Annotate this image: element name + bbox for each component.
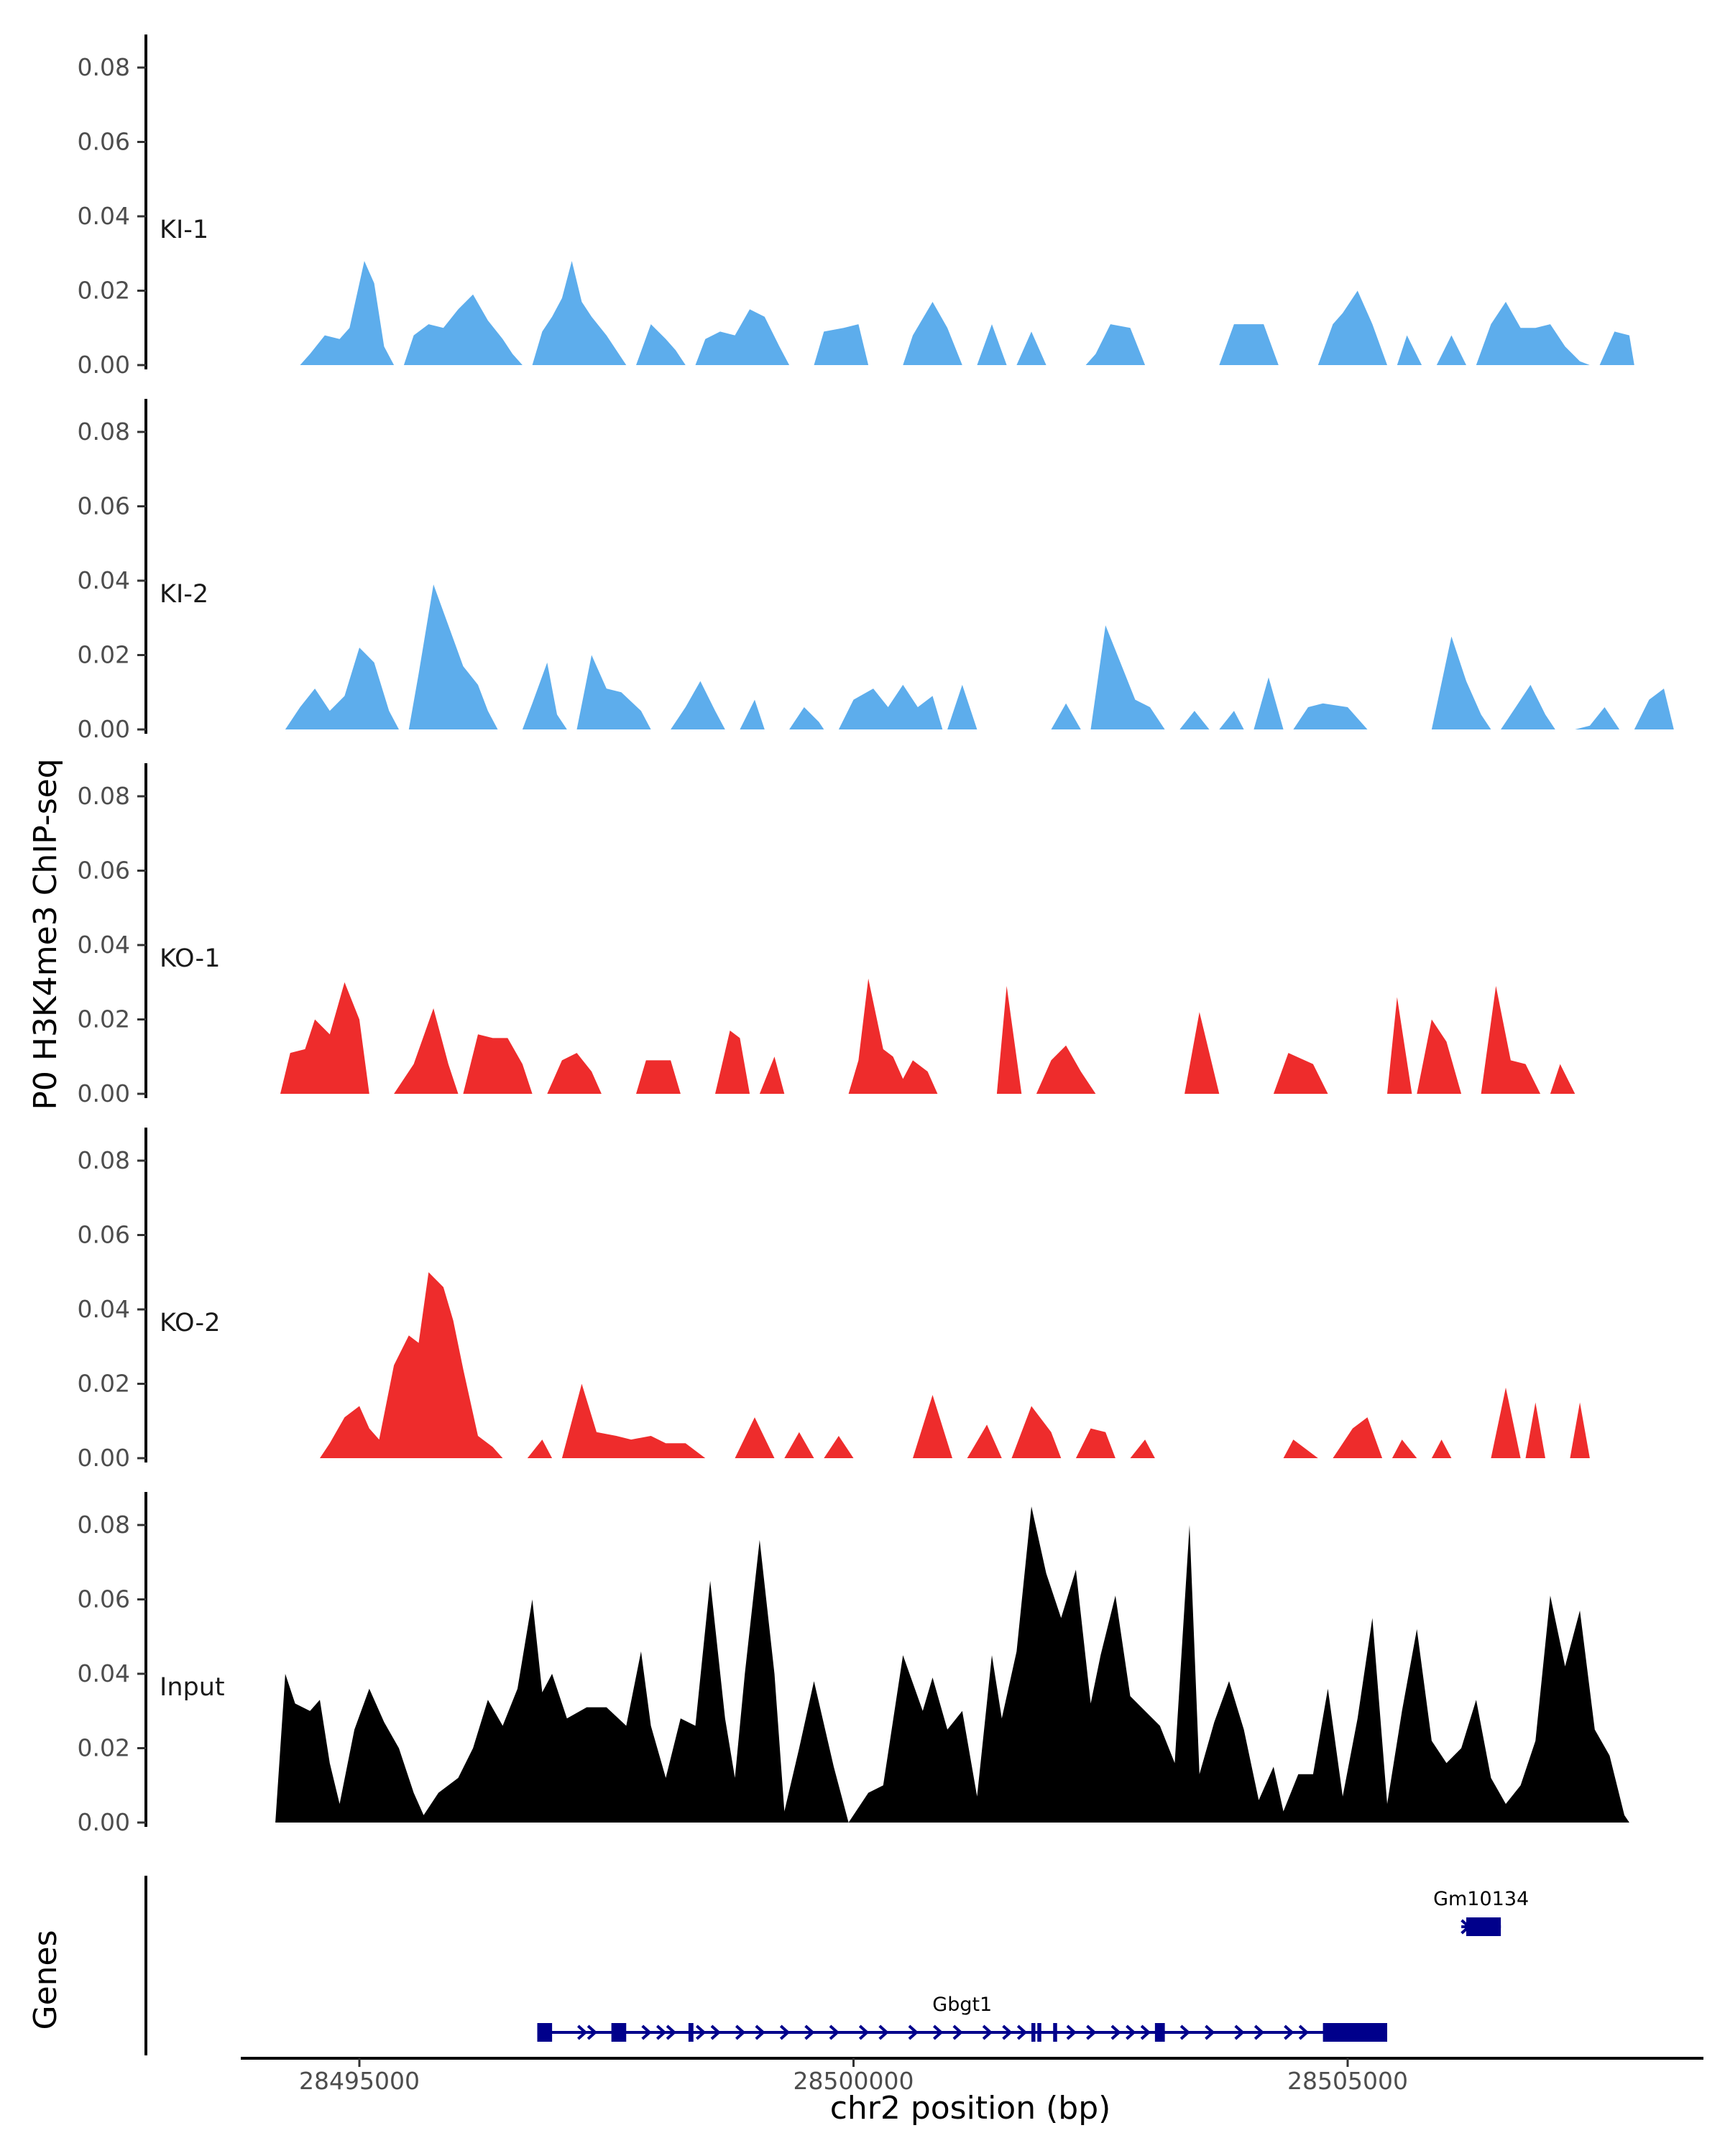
track-input: 0.00 0.02 0.04 0.06 0.08 Input bbox=[78, 1492, 1629, 1836]
gene-strand-arrow bbox=[804, 2024, 815, 2040]
gene-strand-arrow bbox=[1284, 2024, 1294, 2040]
gene-strand-arrow bbox=[779, 2024, 791, 2040]
gene-track: Gbgt1 Gm10134 bbox=[144, 1876, 1529, 2055]
y-tick-label: 0.06 bbox=[78, 1585, 130, 1613]
y-tick-label: 0.08 bbox=[78, 1146, 130, 1174]
track-ko-1: 0.00 0.02 0.04 0.06 0.08 KO-1 bbox=[78, 763, 1576, 1107]
gene-strand-arrow bbox=[577, 2024, 588, 2040]
gene-strand-arrow bbox=[1126, 2024, 1136, 2040]
y-tick-label: 0.08 bbox=[78, 418, 130, 446]
gene-strand-arrow bbox=[755, 2024, 765, 2040]
track-label: KO-2 bbox=[160, 1309, 220, 1337]
track-ki-2: 0.00 0.02 0.04 0.06 0.08 KI-2 bbox=[78, 399, 1674, 743]
y-tick-label: 0.02 bbox=[78, 277, 130, 305]
gene-strand-arrow bbox=[1066, 2024, 1077, 2040]
y-tick-label: 0.04 bbox=[78, 566, 130, 594]
gene-exon bbox=[1154, 2023, 1165, 2042]
y-tick-label: 0.00 bbox=[78, 351, 130, 379]
gene-exon bbox=[1466, 1917, 1501, 1936]
gene-exon bbox=[537, 2023, 553, 2042]
x-tick-label: 28500000 bbox=[794, 2067, 914, 2095]
y-tick-label: 0.06 bbox=[78, 1221, 130, 1249]
x-tick-label: 28495000 bbox=[299, 2067, 420, 2095]
y-tick-label: 0.04 bbox=[78, 1295, 130, 1323]
gene-exon bbox=[1322, 2023, 1387, 2042]
gene-strand-arrow bbox=[1140, 2024, 1151, 2040]
gene-strand-arrow bbox=[1002, 2024, 1013, 2040]
y-tick-label: 0.08 bbox=[78, 782, 130, 810]
gene-gbgt1: Gbgt1 bbox=[537, 1994, 1387, 2042]
gene-strand-arrow bbox=[641, 2024, 652, 2040]
gene-strand-arrow bbox=[1110, 2024, 1121, 2040]
gene-strand-arrow bbox=[829, 2024, 840, 2040]
gene-strand-arrow bbox=[586, 2024, 598, 2040]
y-tick-label: 0.00 bbox=[78, 1444, 130, 1472]
signal-area-ki-2 bbox=[285, 584, 1674, 729]
gene-gm10134: Gm10134 bbox=[1433, 1888, 1529, 1936]
track-ki-1: 0.00 0.02 0.04 0.06 0.08 KI-1 bbox=[78, 34, 1634, 379]
y-tick-label: 0.02 bbox=[78, 641, 130, 669]
x-tick-label: 28505000 bbox=[1287, 2067, 1408, 2095]
gene-exon bbox=[611, 2023, 627, 2042]
gene-strand-arrow bbox=[1234, 2024, 1245, 2040]
track-label: KI-2 bbox=[160, 580, 208, 609]
gene-label: Gm10134 bbox=[1433, 1888, 1529, 1910]
gene-exon bbox=[1053, 2023, 1057, 2042]
gene-strand-arrow bbox=[1086, 2024, 1097, 2040]
x-axis-title: chr2 position (bp) bbox=[830, 2090, 1111, 2127]
gene-strand-arrow bbox=[710, 2024, 721, 2040]
y-tick-label: 0.04 bbox=[78, 202, 130, 230]
gene-label: Gbgt1 bbox=[932, 1994, 992, 2016]
y-tick-label: 0.04 bbox=[78, 1659, 130, 1687]
gene-strand-arrow bbox=[952, 2024, 963, 2040]
signal-area-ko-1 bbox=[280, 978, 1576, 1094]
signal-area-input bbox=[275, 1506, 1629, 1823]
y-tick-label: 0.06 bbox=[78, 492, 130, 520]
y-tick-label: 0.02 bbox=[78, 1005, 130, 1033]
gene-strand-arrow bbox=[696, 2024, 707, 2040]
track-label: Input bbox=[160, 1673, 225, 1702]
chipseq-tracks: 0.00 0.02 0.04 0.06 0.08 KI-1 0.00 0.02 0.04 0.06… bbox=[78, 34, 1674, 1836]
gene-strand-arrow bbox=[656, 2024, 667, 2040]
y-tick-label: 0.04 bbox=[78, 931, 130, 959]
gene-strand-arrow bbox=[982, 2024, 993, 2040]
signal-area-ki-1 bbox=[300, 261, 1634, 365]
gene-strand-arrow bbox=[666, 2024, 677, 2040]
y-tick-label: 0.00 bbox=[78, 715, 130, 743]
gene-strand-arrow bbox=[1298, 2024, 1310, 2040]
y-tick-label: 0.00 bbox=[78, 1079, 130, 1107]
track-ko-2: 0.00 0.02 0.04 0.06 0.08 KO-2 bbox=[78, 1128, 1590, 1472]
signal-area-ko-2 bbox=[320, 1272, 1590, 1458]
gene-exon bbox=[688, 2023, 694, 2042]
gene-exon bbox=[1037, 2023, 1041, 2042]
y-axis-title: P0 H3K4me3 ChIP-seq bbox=[27, 758, 64, 1110]
gene-strand-arrow bbox=[908, 2024, 919, 2040]
y-tick-label: 0.06 bbox=[78, 128, 130, 156]
y-tick-label: 0.08 bbox=[78, 1511, 130, 1539]
y-tick-label: 0.06 bbox=[78, 857, 130, 885]
gene-strand-arrow bbox=[1205, 2024, 1215, 2040]
gene-strand-arrow bbox=[735, 2024, 746, 2040]
gene-strand-arrow bbox=[933, 2024, 944, 2040]
gene-strand-arrow bbox=[1254, 2024, 1265, 2040]
track-label: KO-1 bbox=[160, 944, 220, 973]
gene-strand-arrow bbox=[858, 2024, 870, 2040]
y-tick-label: 0.08 bbox=[78, 53, 130, 81]
gene-strand-arrow bbox=[1179, 2024, 1191, 2040]
gene-strand-arrow bbox=[878, 2024, 889, 2040]
gene-strand-arrow bbox=[1016, 2024, 1028, 2040]
gene-exon bbox=[1031, 2023, 1036, 2042]
genes-axis-title: Genes bbox=[27, 1930, 64, 2030]
track-label: KI-1 bbox=[160, 216, 208, 244]
x-axis: 28495000 28500000 28505000 bbox=[241, 2057, 1703, 2095]
y-tick-label: 0.02 bbox=[78, 1734, 130, 1762]
y-tick-label: 0.00 bbox=[78, 1808, 130, 1836]
y-tick-label: 0.02 bbox=[78, 1370, 130, 1398]
